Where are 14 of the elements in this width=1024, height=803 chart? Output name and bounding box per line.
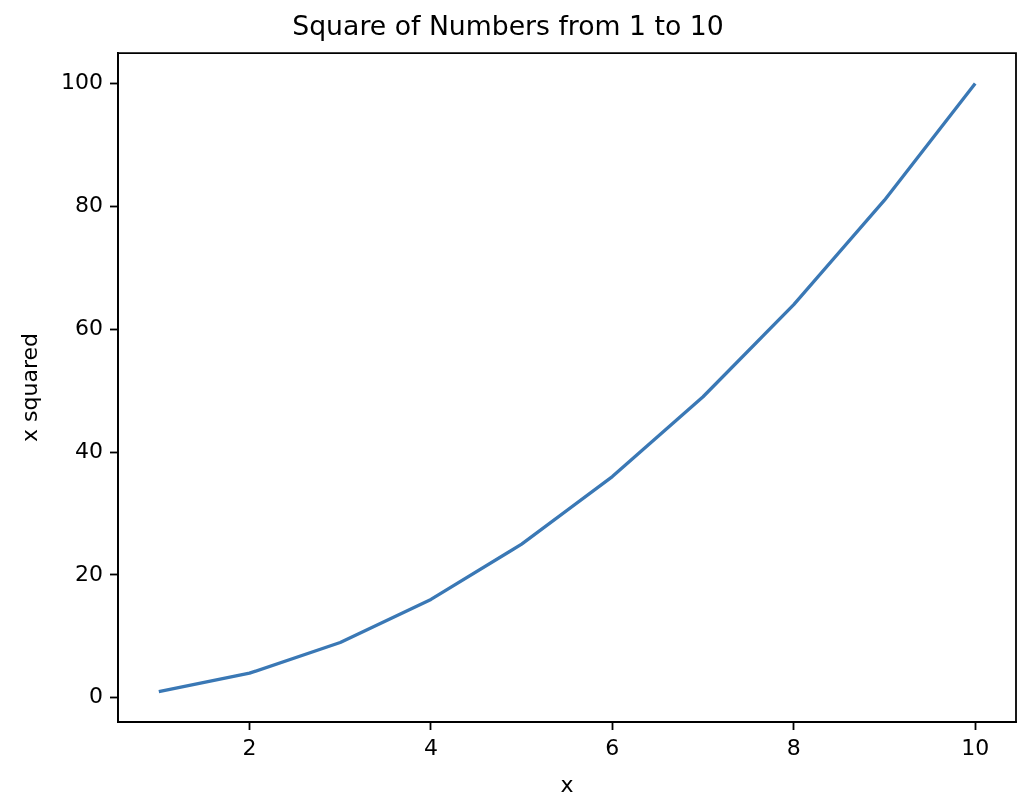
x-tick-label: 10 <box>961 734 990 760</box>
y-tick-label: 0 <box>89 683 103 709</box>
x-tick-label: 4 <box>423 734 438 760</box>
chart-title: Square of Numbers from 1 to 10 <box>292 9 724 41</box>
x-tick-label: 8 <box>786 734 801 760</box>
x-tick-label: 6 <box>605 734 620 760</box>
y-axis-title: x squared <box>16 333 42 442</box>
x-axis-title: x <box>560 771 574 797</box>
y-tick-label: 20 <box>75 560 103 586</box>
y-tick-label: 60 <box>75 314 103 340</box>
x-tick-label: 2 <box>242 734 257 760</box>
y-tick-label: 100 <box>61 69 103 95</box>
y-tick-label: 80 <box>75 192 103 218</box>
y-tick-label: 40 <box>75 437 103 463</box>
